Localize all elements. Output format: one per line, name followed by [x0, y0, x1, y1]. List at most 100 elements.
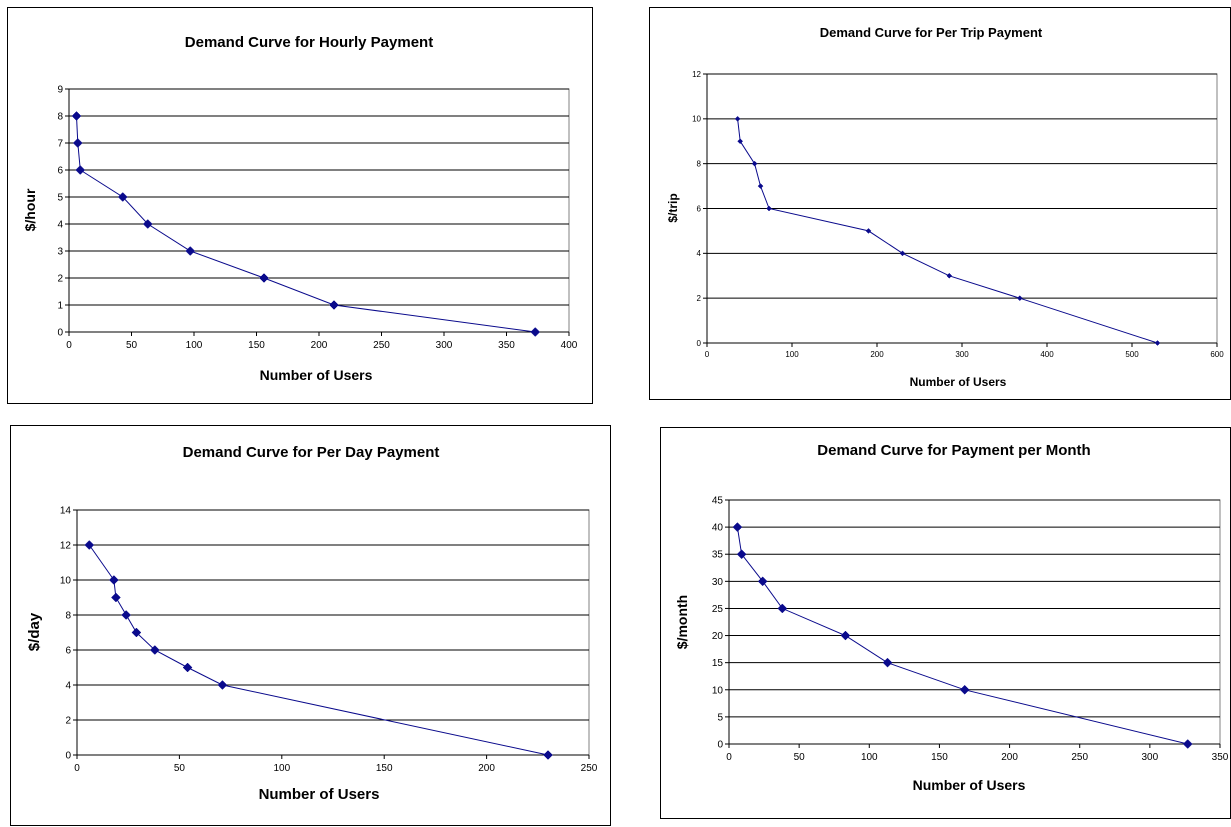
- y-tick-label: 5: [57, 193, 63, 204]
- x-tick-label: 250: [373, 340, 390, 351]
- data-point: [131, 627, 142, 638]
- data-point: [865, 228, 872, 234]
- x-axis-label: Number of Users: [910, 375, 1007, 389]
- y-tick-label: 10: [712, 685, 724, 696]
- y-tick-label: 6: [65, 646, 71, 657]
- y-tick-label: 12: [692, 70, 701, 79]
- data-point: [1016, 295, 1023, 302]
- chart-svg-per-month: Demand Curve for Payment per Month 0 5 10 15…: [674, 442, 1229, 793]
- x-tick-label: 200: [870, 350, 884, 359]
- y-tick-label: 6: [697, 204, 702, 213]
- data-point: [737, 138, 744, 145]
- data-point: [185, 246, 196, 256]
- series-line: [736, 527, 1188, 745]
- x-axis-label: Number of Users: [913, 777, 1026, 793]
- data-point: [530, 327, 541, 337]
- y-tick-label: 35: [712, 550, 724, 561]
- plot-area: [76, 509, 590, 756]
- x-tick-label: 400: [561, 340, 578, 351]
- x-tick-label: 200: [478, 763, 495, 774]
- x-tick-label: 350: [1212, 752, 1229, 763]
- y-tick-label: 0: [697, 339, 702, 348]
- x-tick-label: 0: [705, 350, 710, 359]
- data-point: [757, 576, 768, 587]
- x-tick-label: 500: [1125, 350, 1139, 359]
- data-point: [109, 575, 119, 585]
- y-tick-label: 5: [717, 712, 723, 723]
- chart-svg-hourly: Demand Curve for Hourly Payment 0 1 2 3 4 5 6 7 8…: [22, 34, 578, 383]
- data-point: [117, 192, 128, 202]
- y-tick-label: 4: [65, 681, 71, 692]
- y-tick-label: 0: [717, 740, 723, 751]
- data-point: [959, 684, 970, 695]
- data-point: [899, 250, 906, 257]
- y-tick-label: 1: [57, 301, 63, 312]
- x-tick-label: 100: [861, 752, 878, 763]
- y-tick-label: 30: [712, 577, 724, 588]
- data-point: [543, 750, 553, 760]
- y-tick-label: 15: [712, 658, 724, 669]
- x-tick-label: 100: [273, 763, 290, 774]
- x-tick-label: 100: [186, 340, 203, 351]
- x-tick-label: 200: [1001, 752, 1018, 763]
- y-tick-label: 10: [60, 576, 72, 587]
- x-tick-label: 150: [248, 340, 265, 351]
- plot-area: [68, 88, 570, 333]
- y-tick-label: 14: [60, 506, 72, 517]
- x-tick-label: 0: [74, 763, 80, 774]
- data-point: [751, 160, 758, 167]
- data-point: [734, 115, 741, 122]
- x-tick-label: 100: [785, 350, 799, 359]
- x-tick-label: 50: [794, 752, 806, 763]
- chart-panel-hourly: Demand Curve for Hourly Payment 0 1 2 3 4 5 6 7 8…: [7, 7, 593, 404]
- y-tick-label: 25: [712, 604, 724, 615]
- y-tick-label: 8: [57, 112, 63, 123]
- data-point: [757, 183, 764, 189]
- x-tick-label: 300: [436, 340, 453, 351]
- x-tick-label: 300: [955, 350, 969, 359]
- data-point: [766, 205, 772, 212]
- data-point: [75, 165, 86, 175]
- chart-title: Demand Curve for Per Day Payment: [183, 444, 440, 461]
- y-tick-label: 9: [57, 85, 63, 96]
- data-point: [329, 300, 339, 310]
- y-tick-label: 2: [697, 294, 702, 303]
- y-tick-label: 20: [712, 631, 724, 642]
- data-point: [882, 657, 893, 668]
- y-tick-label: 2: [57, 274, 63, 285]
- y-tick-label: 4: [57, 220, 63, 231]
- x-tick-label: 200: [311, 340, 328, 351]
- data-point: [142, 219, 153, 229]
- y-tick-label: 8: [65, 611, 71, 622]
- x-tick-label: 250: [581, 763, 598, 774]
- x-tick-label: 150: [376, 763, 393, 774]
- data-point: [149, 645, 160, 655]
- chart-svg-per-trip: Demand Curve for Per Trip Payment 0 2 4 6 8 10…: [666, 25, 1224, 389]
- y-tick-label: 3: [57, 247, 63, 258]
- x-axis-label: Number of Users: [260, 367, 373, 383]
- chart-panel-per-trip: Demand Curve for Per Trip Payment 0 2 4 6 8 10…: [649, 7, 1231, 400]
- y-tick-label: 4: [697, 249, 702, 258]
- x-tick-label: 0: [66, 340, 72, 351]
- y-axis-label: $/month: [674, 595, 690, 649]
- y-axis-label: $/day: [26, 612, 43, 651]
- x-tick-label: 150: [931, 752, 948, 763]
- x-tick-label: 600: [1210, 350, 1224, 359]
- data-point: [71, 111, 82, 121]
- y-tick-label: 12: [60, 541, 72, 552]
- y-tick-label: 8: [697, 159, 702, 168]
- data-point: [777, 603, 788, 614]
- chart-title: Demand Curve for Per Trip Payment: [820, 25, 1043, 40]
- data-point: [111, 592, 121, 603]
- y-tick-label: 45: [712, 496, 724, 507]
- data-point: [1154, 340, 1161, 346]
- y-tick-label: 2: [65, 716, 71, 727]
- data-point: [736, 549, 747, 560]
- y-axis-label: $/trip: [666, 193, 680, 222]
- x-tick-label: 250: [1071, 752, 1088, 763]
- x-tick-label: 400: [1040, 350, 1054, 359]
- x-tick-label: 300: [1142, 752, 1159, 763]
- data-point: [1182, 739, 1193, 749]
- x-tick-label: 50: [126, 340, 138, 351]
- y-tick-label: 40: [712, 523, 724, 534]
